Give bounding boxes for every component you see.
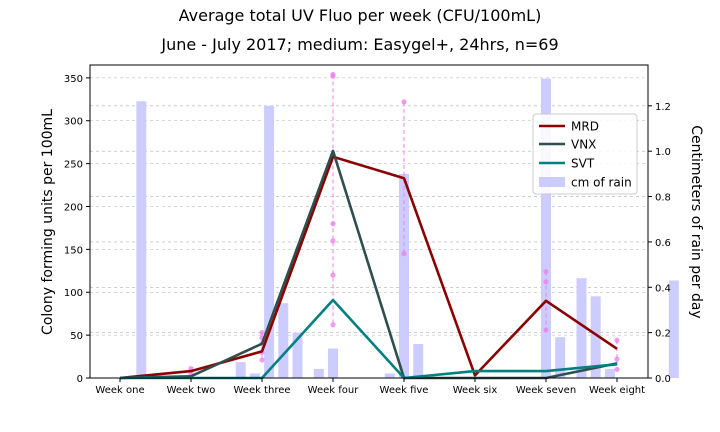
rain-bar <box>555 337 566 378</box>
sample-point <box>543 269 549 275</box>
y2-tick-label: 1.2 <box>655 102 671 113</box>
chart-title: Average total UV Fluo per week (CFU/100m… <box>178 6 542 25</box>
sample-point <box>259 357 265 363</box>
sample-point <box>330 272 336 278</box>
rain-bar <box>249 373 260 378</box>
y-tick-label: 100 <box>64 288 83 299</box>
sample-point <box>330 238 336 244</box>
rain-bar <box>384 373 395 378</box>
y2-tick-label: 1.0 <box>655 147 671 158</box>
plot-frame <box>89 64 649 379</box>
y-tick-label: 250 <box>64 160 83 171</box>
y-tick-label: 0 <box>77 374 83 385</box>
rain-bar <box>541 78 551 378</box>
sample-point <box>330 73 336 79</box>
rain-bar <box>590 296 601 378</box>
sample-point <box>614 366 620 373</box>
y-tick-label: 200 <box>64 202 83 213</box>
chart-subtitle: June - July 2017; medium: Easygel+, 24hr… <box>161 35 559 54</box>
rain-bar <box>313 368 324 378</box>
x-tick-label: Week three <box>233 385 290 396</box>
y2-tick-label: 0.8 <box>655 193 671 204</box>
x-tick-label: Week two <box>167 385 216 396</box>
sample-point <box>330 322 336 328</box>
sample-point <box>401 99 407 105</box>
y-tick-label: 350 <box>64 74 83 85</box>
sample-point <box>401 251 407 257</box>
rain-bar <box>292 332 303 378</box>
axes: 0 50 100 150 200 250 300 350 0.0 0.2 0.4 0.6 0.8 1.0 1… <box>64 74 671 396</box>
sample-point <box>543 279 549 285</box>
x-tick-label: Week eight <box>589 385 645 396</box>
y2-tick-label: 0.2 <box>655 329 671 340</box>
rain-bar <box>278 303 289 378</box>
legend-label-vnx: VNX <box>571 138 596 152</box>
y-tick-label: 50 <box>70 331 83 342</box>
rain-bar <box>668 280 679 378</box>
sample-point <box>614 337 620 343</box>
sample-point <box>259 329 265 336</box>
rain-bar <box>328 348 338 378</box>
legend-label-rain: cm of rain <box>571 176 632 190</box>
rain-bar <box>264 105 275 379</box>
y2-axis-label: Centimeters of rain per day <box>688 125 704 318</box>
x-tick-label: Week five <box>380 385 429 396</box>
rain-bar <box>235 362 246 378</box>
rain-bar <box>399 173 409 378</box>
y-axis-label: Colony forming units per 100mL <box>40 109 56 335</box>
y2-tick-label: 0.4 <box>655 283 671 294</box>
legend-label-svt: SVT <box>571 157 595 171</box>
series-line-mrd <box>119 155 618 380</box>
y-tick-label: 150 <box>64 245 83 256</box>
rain-bar <box>604 368 615 378</box>
rain-bars <box>136 78 679 379</box>
sample-point <box>330 221 336 227</box>
x-tick-label: Week six <box>453 385 498 396</box>
sample-points <box>188 71 620 377</box>
legend-box <box>532 113 638 195</box>
rain-bar <box>576 278 587 378</box>
legend-swatch-rain <box>539 177 565 187</box>
sample-point <box>543 327 549 333</box>
y2-tick-label: 0.6 <box>655 238 671 249</box>
x-tick-label: Week one <box>95 385 144 396</box>
sample-point <box>614 356 620 362</box>
gridlines <box>90 77 648 336</box>
x-tick-label: Week seven <box>516 385 576 396</box>
rain-bar <box>413 343 424 378</box>
legend: MRD VNX SVT cm of rain <box>532 113 638 195</box>
y-tick-label: 300 <box>64 117 83 128</box>
x-tick-label: Week four <box>308 385 360 396</box>
y2-tick-label: 0.0 <box>655 374 671 385</box>
rain-bar <box>136 101 147 378</box>
legend-label-mrd: MRD <box>571 120 599 134</box>
